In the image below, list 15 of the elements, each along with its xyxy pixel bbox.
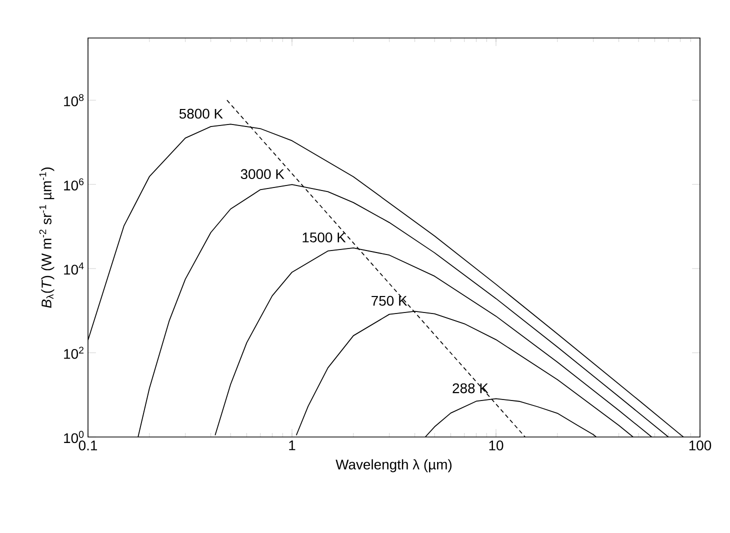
series-label: 750 K (372, 296, 408, 306)
series-label: 288 K (452, 383, 488, 394)
x-tick-label: 0.1 (78, 440, 98, 450)
x-tick-label: 10 (489, 440, 504, 450)
series-label: 3000 K (240, 169, 284, 180)
x-axis-title: Wavelength λ (µm) (336, 459, 452, 472)
y-tick-label: 10$^{2}$ (64, 346, 84, 359)
series-label: 5800 K (179, 108, 223, 119)
series-label: 1500 K (302, 232, 346, 242)
x-tick-label: 1 (289, 440, 296, 450)
text: B$_{λ}$(T) (W m$^{-2}$ sr$^{-1}$ µm$^{-1}$) (39, 168, 54, 308)
y-tick-label: 10$^{6}$ (64, 178, 84, 190)
y-tick-label: 10$^{8}$ (64, 94, 84, 106)
y-tick-label: 10$^{4}$ (64, 262, 84, 275)
x-tick-label: 100 (689, 440, 712, 450)
